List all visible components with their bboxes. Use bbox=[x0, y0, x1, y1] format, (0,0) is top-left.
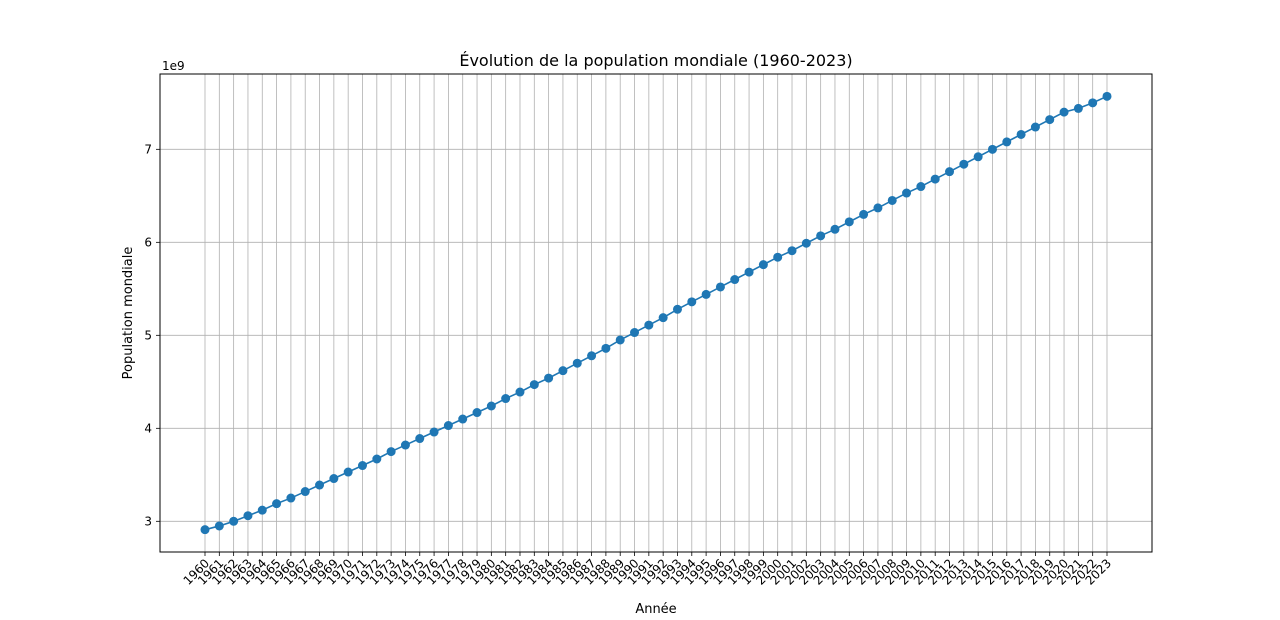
data-point bbox=[243, 511, 253, 521]
x-axis: 1960196119621963196419651966196719681969… bbox=[181, 552, 1114, 588]
data-point bbox=[701, 289, 711, 299]
y-axis-offset-label: 1e9 bbox=[162, 59, 185, 73]
data-point bbox=[329, 474, 339, 484]
data-point bbox=[987, 144, 997, 154]
y-tick-label: 6 bbox=[144, 235, 152, 249]
data-point bbox=[1030, 122, 1040, 132]
data-point bbox=[945, 167, 955, 177]
data-point bbox=[1045, 115, 1055, 125]
data-point bbox=[730, 275, 740, 285]
data-point bbox=[272, 499, 282, 509]
data-point bbox=[902, 188, 912, 198]
data-point bbox=[859, 209, 869, 219]
data-point bbox=[214, 521, 224, 531]
data-point bbox=[630, 328, 640, 338]
data-point bbox=[758, 260, 768, 270]
data-point bbox=[773, 252, 783, 262]
y-tick-label: 3 bbox=[144, 514, 152, 528]
data-point bbox=[443, 421, 453, 431]
data-point bbox=[501, 394, 511, 404]
data-point bbox=[1002, 137, 1012, 147]
data-point bbox=[529, 380, 539, 390]
data-point bbox=[415, 434, 425, 444]
data-point bbox=[930, 174, 940, 184]
data-point bbox=[672, 304, 682, 314]
data-point bbox=[658, 313, 668, 323]
y-axis-title: Population mondiale bbox=[121, 247, 136, 380]
data-point bbox=[343, 467, 353, 477]
data-point bbox=[587, 351, 597, 361]
data-point bbox=[973, 152, 983, 162]
data-point bbox=[687, 297, 697, 307]
data-point bbox=[816, 231, 826, 241]
y-tick-label: 5 bbox=[144, 328, 152, 342]
data-point bbox=[458, 414, 468, 424]
data-point bbox=[357, 461, 367, 471]
data-point bbox=[1088, 98, 1098, 108]
y-tick-label: 4 bbox=[144, 421, 152, 435]
data-point bbox=[844, 217, 854, 227]
data-point bbox=[300, 487, 310, 497]
data-point bbox=[429, 427, 439, 437]
data-point bbox=[916, 182, 926, 192]
data-point bbox=[558, 366, 568, 376]
data-point bbox=[257, 505, 267, 515]
data-point bbox=[1059, 107, 1069, 117]
data-point bbox=[372, 454, 382, 464]
data-point bbox=[830, 224, 840, 234]
grid-lines bbox=[160, 74, 1152, 552]
data-point bbox=[615, 335, 625, 345]
data-point bbox=[386, 447, 396, 457]
data-point bbox=[601, 343, 611, 353]
data-point bbox=[959, 159, 969, 169]
data-point bbox=[1016, 129, 1026, 139]
series-line bbox=[204, 95, 1108, 531]
plot-frame bbox=[159, 73, 1153, 553]
series-layer bbox=[200, 91, 1112, 535]
data-point bbox=[801, 238, 811, 248]
data-point bbox=[200, 525, 210, 535]
data-point bbox=[644, 320, 654, 330]
data-point bbox=[1102, 91, 1112, 101]
chart-title: Évolution de la population mondiale (196… bbox=[459, 51, 852, 70]
data-point bbox=[744, 267, 754, 277]
data-point bbox=[544, 373, 554, 383]
data-point bbox=[515, 387, 525, 397]
data-point bbox=[572, 358, 582, 368]
data-point bbox=[315, 480, 325, 490]
data-point bbox=[715, 282, 725, 292]
y-axis: 3 4 5 6 7 bbox=[144, 142, 160, 528]
x-axis-title: Année bbox=[635, 602, 676, 617]
data-point bbox=[873, 203, 883, 213]
data-point bbox=[472, 408, 482, 418]
data-point bbox=[400, 440, 410, 450]
data-point bbox=[486, 401, 496, 411]
data-point bbox=[1073, 103, 1083, 113]
data-point bbox=[887, 195, 897, 205]
data-point bbox=[286, 493, 296, 503]
data-point bbox=[229, 516, 239, 526]
y-tick-label: 7 bbox=[144, 142, 152, 156]
data-point bbox=[787, 246, 797, 256]
